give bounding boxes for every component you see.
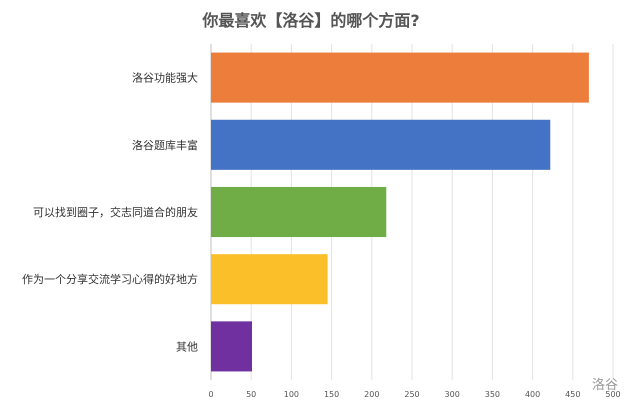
bar (211, 52, 589, 103)
x-tick-label: 50 (246, 390, 256, 399)
x-tick-label: 0 (208, 390, 213, 399)
x-tick-label: 250 (404, 390, 419, 399)
bar (211, 186, 387, 238)
bars (211, 52, 589, 372)
category-labels: 洛谷功能强大洛谷题库丰富可以找到圈子，交志同道合的朋友作为一个分享交流学习心得的… (22, 71, 198, 354)
watermark: 洛谷 (592, 378, 618, 393)
x-tick-label: 400 (525, 390, 540, 399)
chart-title: 你最喜欢【洛谷】的哪个方面? (201, 11, 419, 30)
x-tick-label: 450 (565, 390, 580, 399)
bar (211, 119, 551, 170)
category-label: 可以找到圈子，交志同道合的朋友 (33, 205, 198, 219)
x-tick-labels: 0 50 100 150 200 250 300 350 400 450 500 (208, 390, 620, 399)
bar (211, 254, 328, 305)
x-tick-label: 200 (364, 390, 379, 399)
x-tick-label: 300 (445, 390, 460, 399)
category-label: 其他 (176, 340, 198, 353)
x-tick-label: 100 (284, 390, 299, 399)
category-label: 作为一个分享交流学习心得的好地方 (22, 272, 198, 286)
x-tick-label: 500 (605, 390, 620, 399)
category-label: 洛谷题库丰富 (132, 138, 198, 152)
x-tick-label: 350 (485, 390, 500, 399)
category-label: 洛谷功能强大 (132, 71, 198, 85)
bar (211, 321, 253, 372)
x-tick-label: 150 (324, 390, 339, 399)
